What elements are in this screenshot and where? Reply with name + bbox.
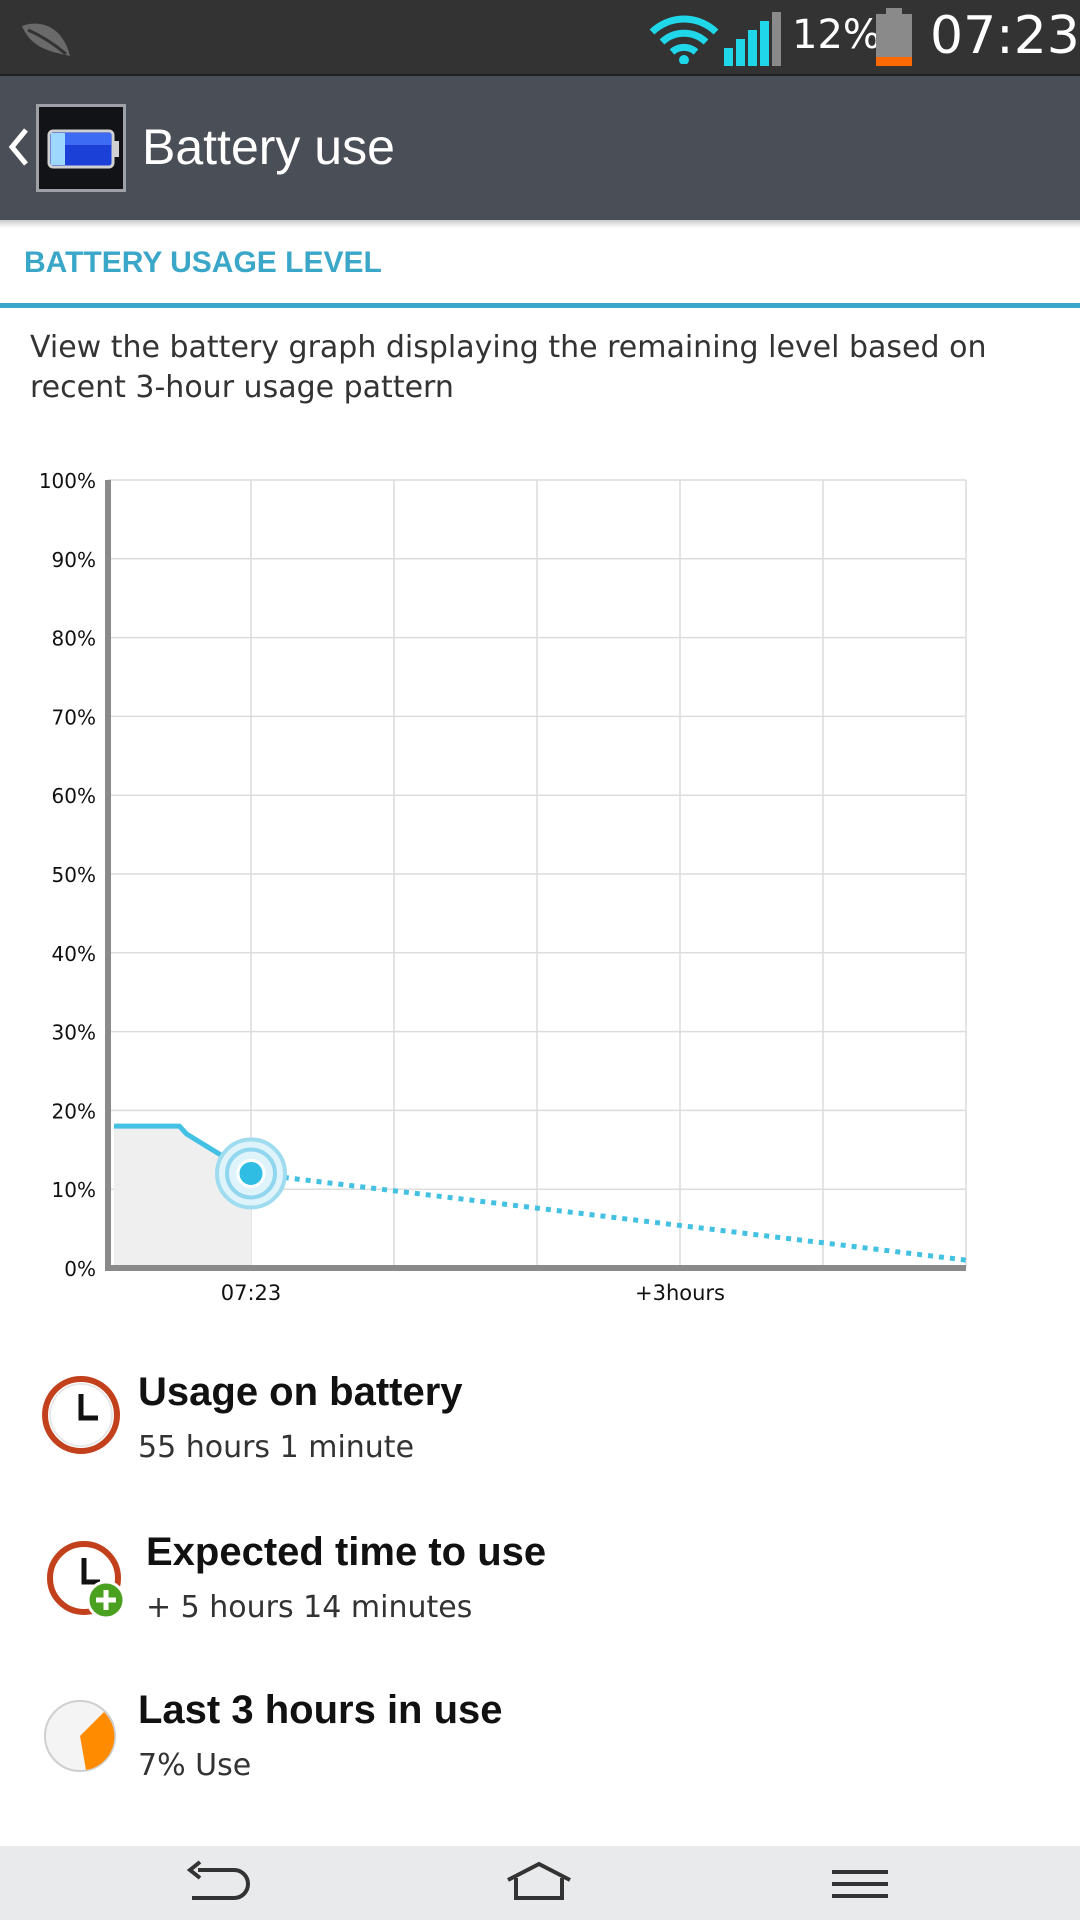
y-tick-label: 70% xyxy=(52,705,96,729)
x-label-plus3h: +3hours xyxy=(635,1281,725,1305)
signal-icon xyxy=(724,12,781,66)
y-tick-label: 100% xyxy=(39,469,96,493)
home-nav-icon[interactable] xyxy=(504,1860,574,1906)
section-header: BATTERY USAGE LEVEL xyxy=(24,246,382,279)
clock-icon xyxy=(42,1376,120,1454)
last3-title: Last 3 hours in use xyxy=(138,1688,503,1732)
series-line-projected xyxy=(250,1170,967,1263)
y-tick-label: 60% xyxy=(52,784,96,808)
usage-title: Usage on battery xyxy=(138,1370,463,1414)
clock-plus-icon xyxy=(47,1541,126,1620)
back-arrow-icon[interactable] xyxy=(8,126,30,168)
leaf-icon xyxy=(22,23,70,56)
y-tick-label: 10% xyxy=(52,1178,96,1202)
y-tick-label: 80% xyxy=(52,627,96,651)
y-tick-label: 0% xyxy=(64,1257,96,1281)
usage-on-battery-row: Usage on battery 55 hours 1 minute xyxy=(0,1370,1080,1514)
section-divider xyxy=(0,303,1080,308)
action-bar-shadow xyxy=(0,220,1080,228)
y-tick-label: 40% xyxy=(52,942,96,966)
battery-app-icon[interactable] xyxy=(36,104,126,192)
y-tick-label: 20% xyxy=(52,1099,96,1123)
expected-time-row: Expected time to use + 5 hours 14 minute… xyxy=(0,1530,1080,1674)
page-title: Battery use xyxy=(142,119,395,175)
navigation-bar xyxy=(0,1846,1080,1920)
expected-title: Expected time to use xyxy=(146,1530,547,1574)
menu-nav-icon[interactable] xyxy=(826,1860,896,1906)
battery-percent: 12% xyxy=(792,12,881,58)
usage-value: 55 hours 1 minute xyxy=(138,1430,415,1465)
last3-value: 7% Use xyxy=(138,1748,252,1783)
y-tick-label: 50% xyxy=(52,863,96,887)
x-label-now: 07:23 xyxy=(221,1281,282,1305)
battery-level-chart: 100% 90% 80% 70% 60% 50% 40% 30% 20% 10% 0% 07:23 +3… xyxy=(39,469,967,1305)
back-nav-icon[interactable] xyxy=(184,1860,254,1906)
pie-icon xyxy=(44,1700,116,1772)
y-tick-label: 90% xyxy=(52,548,96,572)
battery-icon xyxy=(876,8,912,66)
wifi-icon xyxy=(649,15,719,64)
current-level-marker-ring xyxy=(225,1147,277,1200)
chart-area-fill xyxy=(114,1126,251,1268)
status-bar: 12% 07:23 xyxy=(0,0,1080,74)
expected-value: + 5 hours 14 minutes xyxy=(146,1590,473,1625)
status-time: 07:23 xyxy=(930,6,1080,66)
last-3-hours-row: Last 3 hours in use 7% Use xyxy=(0,1688,1080,1834)
section-description: View the battery graph displaying the re… xyxy=(30,330,987,405)
action-bar: Battery use xyxy=(0,74,1080,220)
current-level-marker xyxy=(236,1158,266,1188)
y-tick-label: 30% xyxy=(52,1021,96,1045)
series-line-actual xyxy=(114,1123,253,1176)
